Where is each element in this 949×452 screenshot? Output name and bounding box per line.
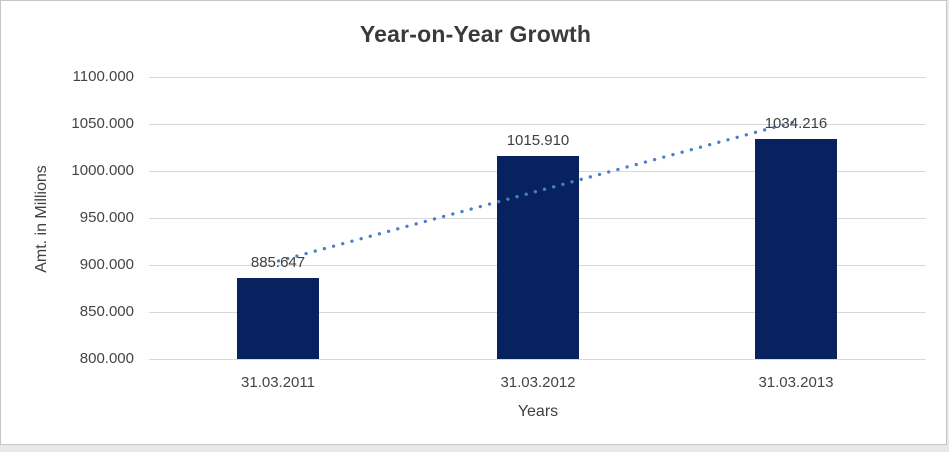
- y-tick-label: 1000.000: [71, 162, 134, 179]
- y-tick-label: 850.000: [79, 303, 134, 320]
- bar-2011: [237, 278, 319, 359]
- bar-2012: [497, 156, 579, 359]
- x-axis-title: Years: [517, 403, 559, 420]
- y-tick-label: 1050.000: [71, 115, 134, 132]
- x-tick-label-2013: 31.03.2013: [758, 374, 834, 391]
- y-tick-label: 1100.000: [72, 68, 134, 85]
- gridline: [149, 359, 926, 360]
- y-tick-label: 900.000: [79, 256, 134, 273]
- bar-2013: [755, 139, 837, 359]
- plot-area: 885.647 1015.910 1034.216: [149, 77, 926, 360]
- chart-title: Year-on-Year Growth: [359, 21, 592, 47]
- data-label-2012: 1015.910: [506, 132, 570, 149]
- y-tick-label: 800.000: [79, 350, 134, 367]
- data-label-2011: 885.647: [250, 254, 306, 271]
- data-label-2013: 1034.216: [764, 115, 828, 132]
- y-tick-label: 950.000: [79, 209, 134, 226]
- x-tick-label-2011: 31.03.2011: [241, 374, 315, 391]
- gridline: [149, 77, 926, 78]
- x-tick-label-2012: 31.03.2012: [500, 374, 576, 391]
